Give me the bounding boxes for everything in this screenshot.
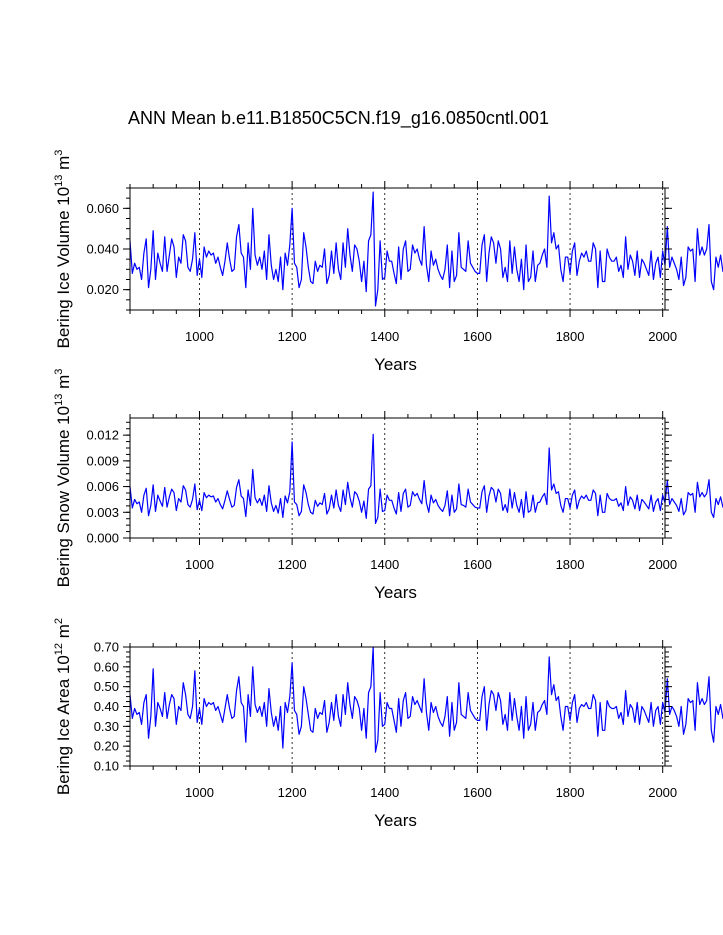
y-tick-label: 0.009 — [86, 453, 119, 468]
x-tick-label: 1400 — [370, 785, 399, 800]
x-tick-label: 1400 — [370, 329, 399, 344]
y-axis-label: Bering Ice Volume 1013 m3 — [53, 150, 73, 349]
x-tick-label: 1000 — [185, 329, 214, 344]
x-tick-label: 1000 — [185, 785, 214, 800]
y-axis-label: Bering Ice Area 1012 m2 — [53, 618, 73, 795]
x-tick-label: 1600 — [463, 785, 492, 800]
y-tick-label: 0.70 — [94, 640, 119, 655]
chart-ice-volume: 1000 1200 1400 1600 1800 2000 0.020 0.040 0.060 Y… — [53, 150, 723, 374]
y-tick-label: 0.20 — [94, 739, 119, 754]
plot-frame — [129, 187, 666, 311]
y-tick-label: 0.60 — [94, 659, 119, 674]
y-tick-label: 0.006 — [86, 479, 119, 494]
y-tick-label: 0.060 — [86, 201, 119, 216]
x-tick-label: 1600 — [463, 329, 492, 344]
x-tick-label: 1800 — [556, 329, 585, 344]
series-line — [129, 191, 723, 307]
y-tick-label: 0.040 — [86, 242, 119, 257]
x-tick-label: 1000 — [185, 557, 214, 572]
series-line — [129, 646, 723, 753]
y-tick-label: 0.40 — [94, 699, 119, 714]
x-tick-label: 2000 — [648, 557, 677, 572]
x-axis-label: Years — [374, 355, 417, 374]
y-tick-label: 0.000 — [86, 531, 119, 546]
x-axis-label: Years — [374, 583, 417, 602]
series-line — [129, 433, 723, 525]
chart-title: ANN Mean b.e11.B1850C5CN.f19_g16.0850cnt… — [128, 108, 549, 128]
y-tick-label: 0.10 — [94, 759, 119, 774]
x-tick-label: 1200 — [278, 557, 307, 572]
y-tick-label: 0.003 — [86, 505, 119, 520]
x-tick-label: 1200 — [278, 785, 307, 800]
plot-frame — [129, 646, 666, 767]
x-axis-label: Years — [374, 811, 417, 830]
x-tick-label: 2000 — [648, 785, 677, 800]
y-tick-label: 0.020 — [86, 282, 119, 297]
y-tick-label: 0.012 — [86, 428, 119, 443]
chart-ice-area: 1000 1200 1400 1600 1800 2000 0.10 0.20 0.30 0.40… — [53, 618, 723, 830]
y-tick-label: 0.50 — [94, 679, 119, 694]
x-tick-label: 1800 — [556, 557, 585, 572]
x-tick-label: 2000 — [648, 329, 677, 344]
x-tick-label: 1600 — [463, 557, 492, 572]
plot-frame — [129, 417, 666, 539]
x-tick-label: 1200 — [278, 329, 307, 344]
y-axis-label: Bering Snow Volume 1013 m3 — [53, 369, 73, 588]
chart-snow-volume: 1000 1200 1400 1600 1800 2000 0.000 0.003 0.006 0… — [53, 369, 723, 602]
x-tick-label: 1400 — [370, 557, 399, 572]
x-tick-label: 1800 — [556, 785, 585, 800]
y-tick-label: 0.30 — [94, 719, 119, 734]
